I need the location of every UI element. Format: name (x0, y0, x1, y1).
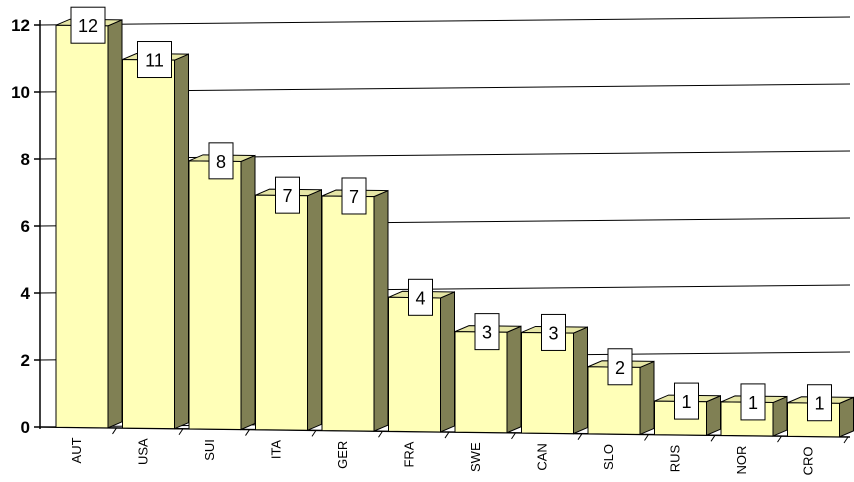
x-tick-mark (577, 433, 583, 440)
data-label-ger: 7 (341, 177, 367, 215)
bar-usa (122, 53, 189, 430)
bar-front (122, 59, 175, 430)
bar-aut (55, 18, 123, 429)
bar-side (240, 154, 256, 431)
data-label-ita: 7 (275, 176, 300, 214)
bar-side (107, 19, 123, 429)
data-label-box (674, 382, 699, 420)
y-tick-label: 12 (11, 16, 30, 35)
y-tick-label: 0 (21, 418, 30, 437)
x-tick-label-swe: SWE (468, 442, 483, 472)
bar-side (373, 189, 389, 432)
x-tick-label-can: CAN (535, 443, 550, 470)
y-tick-label: 2 (21, 351, 30, 370)
y-tick-label: 4 (21, 284, 31, 303)
data-label-text: 3 (548, 323, 558, 343)
bar-front (188, 160, 242, 430)
data-label-text: 1 (681, 392, 691, 412)
data-label-box (341, 177, 367, 215)
bar-side (639, 360, 655, 436)
x-tick-label-fra: FRA (402, 441, 417, 467)
x-tick-labels: AUT USA SUI ITA GER FRA SWE CAN SLO RUS NOR CRO (69, 437, 816, 475)
x-tick-mark (378, 430, 383, 438)
gridline (39, 16, 851, 26)
bar-side (839, 396, 854, 438)
x-tick-mark (843, 436, 849, 444)
y-tick-label: 6 (21, 217, 30, 236)
bar-side (440, 291, 455, 433)
x-tick-mark (112, 427, 117, 435)
data-label-box (607, 348, 633, 386)
x-tick-label-rus: RUS (668, 445, 683, 473)
data-label-text: 3 (482, 323, 492, 343)
x-tick-mark (444, 431, 450, 439)
data-label-text: 7 (282, 186, 292, 206)
bar-ger (321, 189, 389, 432)
data-label-box (474, 313, 500, 351)
data-label-text: 1 (748, 393, 758, 413)
data-label-rus: 1 (674, 382, 699, 420)
bar-side (506, 325, 522, 434)
data-label-box (275, 176, 300, 214)
x-tick-label-aut: AUT (69, 437, 84, 463)
data-label-aut: 12 (70, 6, 106, 44)
x-tick-label-ita: ITA (269, 440, 284, 460)
bar-ita (255, 188, 322, 432)
bar-sui (188, 154, 256, 431)
data-label-text: 1 (814, 394, 824, 414)
x-tick-mark (777, 435, 782, 443)
bars (55, 18, 854, 438)
y-tick-label: 10 (11, 83, 30, 102)
data-label-slo: 2 (607, 348, 633, 386)
bar-side (174, 53, 189, 430)
data-label-box (137, 41, 172, 79)
data-label-box (541, 313, 566, 351)
x-tick-mark (311, 430, 317, 437)
bar-side (307, 189, 322, 432)
data-label-fra: 4 (408, 278, 433, 316)
data-label-box (408, 278, 433, 316)
data-label-sui: 8 (208, 142, 234, 180)
bar-side (772, 395, 788, 437)
bar-side (573, 326, 588, 435)
bar-front (321, 195, 375, 432)
x-tick-mark (178, 428, 184, 436)
x-tick-label-cro: CRO (801, 446, 816, 475)
data-label-text: 4 (415, 288, 425, 308)
x-tick-label-nor: NOR (734, 446, 749, 475)
data-label-text: 2 (615, 358, 625, 378)
data-label-text: 8 (216, 152, 226, 172)
data-label-box (740, 383, 766, 421)
x-tick-label-slo: SLO (601, 444, 616, 470)
bar-fra (388, 290, 455, 433)
data-label-text: 11 (145, 51, 164, 71)
data-label-can: 3 (541, 313, 566, 351)
data-label-cro: 1 (807, 384, 832, 422)
data-label-box (807, 384, 832, 422)
x-tick-mark (511, 432, 516, 440)
data-label-text: 12 (78, 16, 98, 36)
x-tick-mark (644, 434, 649, 441)
data-label-usa: 11 (137, 41, 172, 79)
data-label-box (70, 6, 106, 44)
x-tick-mark (710, 435, 716, 442)
y-tick-labels: 0 2 4 6 8 10 12 (11, 16, 30, 437)
y-tick-label: 8 (21, 150, 30, 169)
data-label-nor: 1 (740, 383, 766, 421)
bar-front (255, 194, 308, 431)
data-label-box (208, 142, 234, 180)
bar-front (388, 296, 441, 433)
data-label-text: 7 (349, 187, 359, 207)
bar-side (706, 394, 721, 436)
x-tick-label-ger: GER (335, 441, 350, 469)
bar-front (55, 24, 109, 429)
x-tick-mark (245, 429, 250, 436)
x-tick-label-usa: USA (136, 438, 151, 465)
data-label-swe: 3 (474, 313, 500, 351)
x-tick-label-sui: SUI (202, 439, 217, 461)
